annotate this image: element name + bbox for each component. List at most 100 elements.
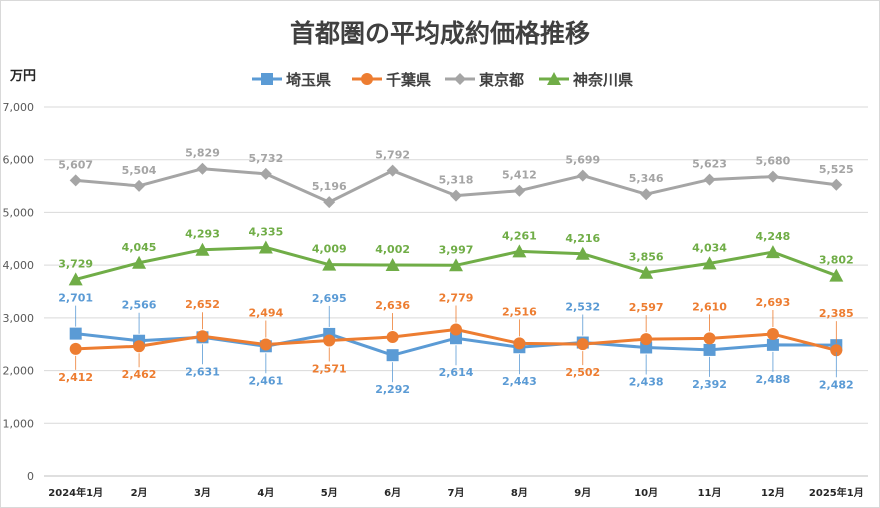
data-point bbox=[766, 338, 779, 351]
data-point bbox=[640, 188, 653, 201]
data-label: 2,412 bbox=[58, 371, 93, 384]
data-label: 4,009 bbox=[312, 243, 347, 256]
data-point bbox=[765, 245, 780, 259]
legend-label-2: 東京都 bbox=[479, 71, 524, 89]
data-point bbox=[830, 178, 843, 191]
y-tick-label: 6,000 bbox=[3, 154, 35, 167]
x-tick-label: 12月 bbox=[761, 487, 785, 499]
data-point bbox=[195, 242, 210, 256]
data-label: 5,504 bbox=[122, 164, 157, 177]
data-label: 5,318 bbox=[439, 174, 474, 187]
data-point bbox=[703, 343, 716, 356]
y-tick-label: 3,000 bbox=[3, 312, 35, 325]
data-label: 5,732 bbox=[248, 152, 283, 165]
data-label: 2,695 bbox=[312, 292, 347, 305]
data-point bbox=[69, 327, 82, 340]
data-label: 2,614 bbox=[439, 366, 474, 379]
legend-label-3: 神奈川県 bbox=[573, 71, 633, 89]
x-tick-label: 7月 bbox=[448, 487, 465, 499]
data-label: 2,502 bbox=[565, 366, 600, 379]
legend-label-1: 千葉県 bbox=[386, 71, 431, 89]
data-point bbox=[766, 328, 779, 341]
data-point bbox=[829, 268, 844, 282]
data-label: 2,636 bbox=[375, 299, 410, 312]
data-label: 4,034 bbox=[692, 241, 727, 254]
data-point bbox=[132, 255, 147, 269]
data-point bbox=[68, 272, 83, 286]
data-point bbox=[513, 184, 526, 197]
legend-marker-0 bbox=[261, 73, 273, 85]
x-tick-label: 4月 bbox=[257, 487, 274, 499]
data-point bbox=[703, 332, 716, 345]
y-axis-unit: 万円 bbox=[9, 69, 36, 84]
x-tick-label: 10月 bbox=[634, 487, 658, 499]
x-tick-label: 6月 bbox=[384, 487, 401, 499]
data-label: 3,729 bbox=[58, 257, 93, 270]
data-label: 2,385 bbox=[819, 307, 854, 320]
data-point bbox=[639, 265, 654, 279]
chart-title: 首都圏の平均成約価格推移 bbox=[290, 19, 590, 48]
data-label: 2,652 bbox=[185, 298, 220, 311]
data-point bbox=[323, 334, 336, 347]
data-label: 5,607 bbox=[58, 158, 93, 171]
data-point bbox=[702, 256, 717, 270]
data-label: 2,516 bbox=[502, 305, 537, 318]
y-tick-label: 4,000 bbox=[3, 259, 35, 272]
data-point bbox=[133, 179, 146, 192]
data-label: 2,701 bbox=[58, 292, 93, 305]
data-label: 5,792 bbox=[375, 149, 410, 162]
x-tick-label: 9月 bbox=[574, 487, 591, 499]
x-tick-label: 2025年1月 bbox=[809, 486, 864, 499]
legend-marker-2 bbox=[454, 73, 466, 85]
data-label: 4,248 bbox=[756, 230, 791, 243]
data-point bbox=[386, 331, 399, 344]
data-point bbox=[576, 169, 589, 182]
data-label: 2,631 bbox=[185, 365, 220, 378]
y-tick-label: 7,000 bbox=[3, 101, 35, 114]
data-label: 4,216 bbox=[565, 232, 600, 245]
data-point bbox=[830, 344, 843, 357]
data-label: 2,461 bbox=[248, 374, 283, 387]
data-label: 2,292 bbox=[375, 383, 410, 396]
data-label: 2,779 bbox=[439, 292, 474, 305]
data-label: 5,196 bbox=[312, 180, 347, 193]
data-label: 4,335 bbox=[248, 225, 283, 238]
x-tick-label: 2月 bbox=[131, 487, 148, 499]
data-point bbox=[512, 244, 527, 258]
y-tick-label: 2,000 bbox=[3, 365, 35, 378]
x-tick-label: 3月 bbox=[194, 487, 211, 499]
data-label: 5,525 bbox=[819, 163, 854, 176]
data-label: 2,488 bbox=[756, 373, 791, 386]
data-label: 2,438 bbox=[629, 375, 664, 388]
y-tick-label: 5,000 bbox=[3, 206, 35, 219]
data-point bbox=[386, 349, 399, 362]
data-label: 3,856 bbox=[629, 251, 664, 264]
data-point bbox=[450, 332, 462, 345]
data-label: 2,462 bbox=[122, 368, 157, 381]
data-point bbox=[640, 333, 653, 346]
data-point bbox=[385, 258, 400, 272]
data-label: 4,293 bbox=[185, 228, 220, 241]
data-label: 3,802 bbox=[819, 254, 854, 267]
data-label: 2,693 bbox=[756, 296, 791, 309]
data-label: 5,623 bbox=[692, 158, 727, 171]
data-point bbox=[386, 164, 399, 177]
data-label: 4,002 bbox=[375, 243, 410, 256]
data-point bbox=[449, 258, 463, 272]
y-tick-label: 1,000 bbox=[3, 417, 35, 430]
data-point bbox=[450, 323, 462, 336]
x-tick-label: 11月 bbox=[698, 487, 722, 499]
data-label: 2,597 bbox=[629, 301, 664, 314]
data-point bbox=[196, 330, 209, 343]
legend-label-0: 埼玉県 bbox=[286, 71, 331, 89]
data-point bbox=[259, 338, 272, 351]
data-point bbox=[69, 342, 82, 355]
data-label: 5,412 bbox=[502, 169, 537, 182]
y-tick-label: 0 bbox=[27, 470, 34, 483]
data-label: 3,997 bbox=[439, 243, 474, 256]
legend-marker-1 bbox=[361, 73, 373, 85]
data-point bbox=[576, 338, 589, 351]
x-tick-label: 8月 bbox=[511, 487, 528, 499]
legend-marker-3 bbox=[547, 72, 561, 85]
